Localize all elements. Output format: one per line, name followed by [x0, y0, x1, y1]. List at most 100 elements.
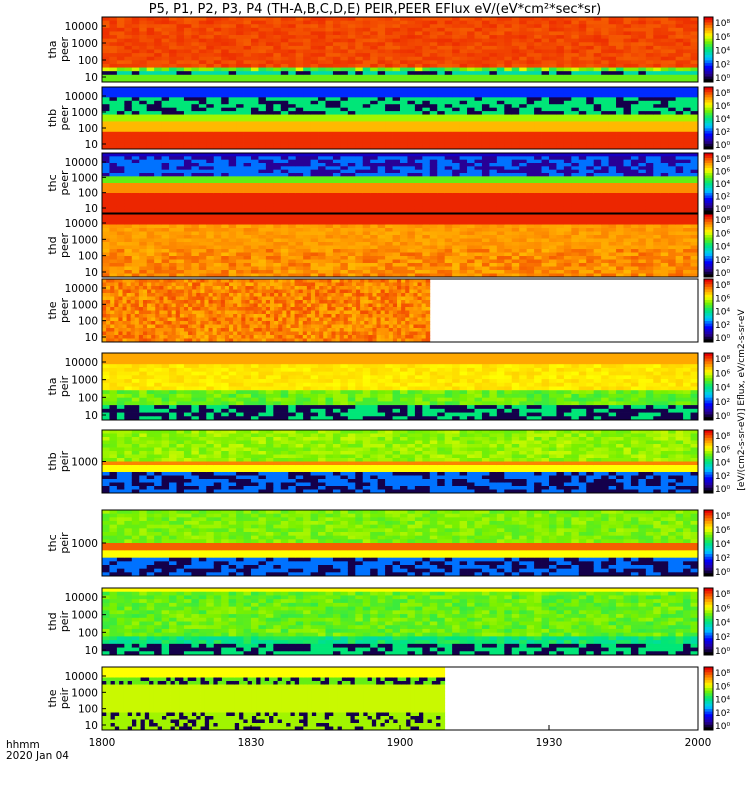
heatmap-cell [370, 206, 379, 211]
heatmap-cell [221, 17, 230, 22]
heatmap-cell [124, 111, 133, 115]
heatmap-cell [139, 176, 148, 181]
heatmap-cell [638, 124, 647, 129]
heatmap-cell [221, 163, 230, 167]
heatmap-cell [191, 196, 200, 201]
heatmap-cell [385, 189, 393, 194]
heatmap-cell [258, 107, 267, 112]
heatmap-cell [616, 20, 624, 25]
heatmap-cell [347, 114, 356, 119]
heatmap-cell [630, 104, 639, 109]
heatmap-cell [161, 214, 170, 218]
heatmap-cell [690, 27, 699, 32]
heatmap-cell [452, 56, 460, 61]
heatmap-cell [690, 131, 699, 136]
heatmap-cell [385, 35, 393, 40]
heatmap-cell [146, 176, 155, 181]
heatmap-cell [228, 49, 237, 54]
heatmap-cell [340, 156, 349, 161]
heatmap-cell [660, 159, 669, 164]
heatmap-cell [169, 17, 177, 22]
heatmap-cell [124, 138, 133, 143]
heatmap-cell [295, 266, 304, 271]
heatmap-cell [422, 53, 431, 58]
heatmap-cell [273, 17, 282, 22]
heatmap-cell [228, 42, 237, 47]
heatmap-cell [161, 27, 170, 32]
heatmap-cell [392, 107, 401, 112]
heatmap-cell [236, 176, 244, 181]
heatmap-cell [139, 249, 148, 253]
heatmap-cell [318, 107, 326, 112]
heatmap-cell [251, 17, 259, 22]
heatmap-cell [496, 145, 505, 150]
heatmap-cell [318, 138, 326, 143]
heatmap-cell [131, 107, 140, 112]
heatmap-cell [347, 74, 356, 79]
heatmap-cell [251, 193, 259, 197]
heatmap-cell [288, 38, 297, 43]
heatmap-cell [340, 104, 349, 109]
heatmap-cell [400, 56, 408, 61]
heatmap-cell [414, 45, 423, 50]
heatmap-cell [295, 38, 304, 43]
heatmap-cell [601, 90, 609, 95]
heatmap-cell [109, 214, 118, 218]
heatmap-cell [176, 206, 185, 211]
heatmap-cell [675, 209, 684, 214]
heatmap-cell [325, 159, 334, 164]
heatmap-cell [496, 90, 505, 95]
heatmap-cell [265, 63, 274, 68]
heatmap-cell [265, 145, 274, 150]
heatmap-cell [228, 245, 237, 250]
heatmap-cell [183, 169, 192, 174]
heatmap-cell [459, 53, 468, 58]
heatmap-cell [139, 107, 148, 112]
heatmap-cell [541, 60, 550, 65]
heatmap-cell [340, 142, 349, 146]
heatmap-cell [347, 138, 356, 143]
heatmap-cell [288, 186, 297, 191]
heatmap-cell [288, 135, 297, 140]
heatmap-cell [377, 156, 386, 161]
heatmap-cell [601, 87, 609, 91]
heatmap-cell [601, 153, 609, 157]
heatmap-cell [511, 111, 520, 115]
heatmap-cell [668, 153, 677, 157]
heatmap-cell [191, 256, 200, 260]
heatmap-cell [377, 71, 386, 76]
heatmap-cell [601, 20, 609, 25]
heatmap-cell [385, 31, 393, 36]
heatmap-cell [146, 63, 155, 68]
heatmap-cell [258, 20, 267, 25]
heatmap-cell [340, 38, 349, 43]
heatmap-cell [459, 111, 468, 115]
heatmap-cell [146, 17, 155, 22]
heatmap-cell [400, 17, 408, 22]
heatmap-cell [563, 142, 572, 146]
heatmap-cell [444, 183, 453, 187]
heatmap-cell [623, 67, 632, 72]
heatmap-cell [355, 45, 364, 50]
heatmap-cell [481, 97, 490, 102]
heatmap-cell [489, 142, 498, 146]
heatmap-cell [496, 111, 505, 115]
heatmap-cell [251, 128, 259, 133]
heatmap-cell [251, 124, 259, 129]
heatmap-cell [645, 193, 654, 197]
heatmap-cell [400, 186, 408, 191]
heatmap-cell [198, 263, 207, 267]
heatmap-cell [645, 156, 654, 161]
heatmap-cell [243, 74, 252, 79]
heatmap-cell [549, 111, 557, 115]
heatmap-cell [213, 266, 222, 271]
heatmap-cell [452, 24, 460, 29]
heatmap-cell [109, 87, 118, 91]
heatmap-cell [541, 153, 550, 157]
heatmap-cell [414, 196, 423, 201]
heatmap-cell [303, 217, 311, 222]
heatmap-cell [332, 124, 341, 129]
heatmap-cell [265, 238, 274, 243]
heatmap-cell [236, 56, 244, 61]
heatmap-cell [467, 90, 475, 95]
